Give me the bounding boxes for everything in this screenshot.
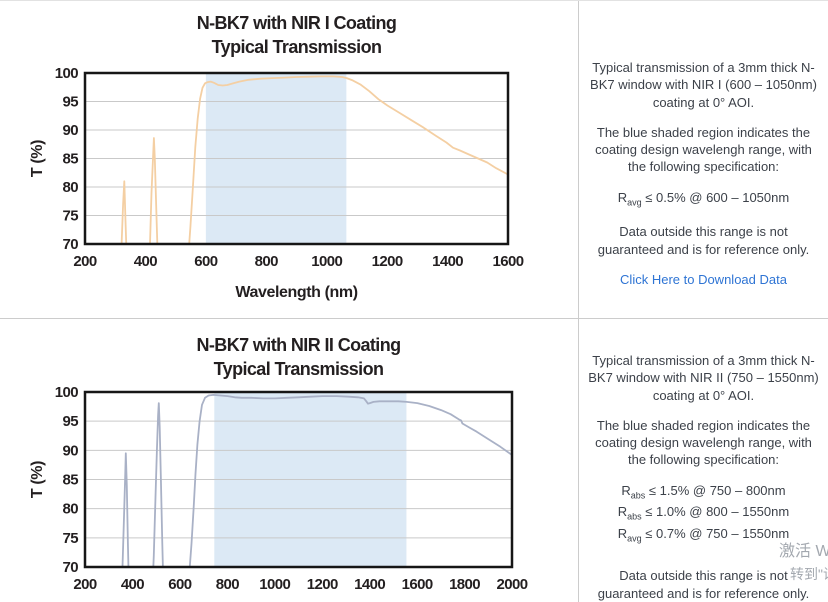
y-tick-label: 85 bbox=[63, 472, 79, 489]
column-divider bbox=[578, 1, 579, 602]
x-tick-label: 1200 bbox=[372, 253, 403, 270]
y-tick-label: 75 bbox=[63, 530, 79, 547]
nir2-transmission-chart: N-BK7 with NIR II Coating Typical Transmi… bbox=[29, 335, 528, 593]
spec-value: ≤ 0.7% @ 750 – 1550nm bbox=[641, 525, 790, 541]
nir2-chart-cell: N-BK7 with NIR II Coating Typical Transmi… bbox=[0, 319, 578, 602]
spec-symbol: R bbox=[617, 189, 628, 205]
nir1-chart-cell: N-BK7 with NIR I Coating Typical Transmis… bbox=[0, 1, 578, 318]
plot-frame bbox=[83, 390, 514, 569]
x-tick-label: 1400 bbox=[432, 253, 463, 270]
nir2-band-note: The blue shaded region indicates the coa… bbox=[595, 417, 812, 468]
spec-subscript: abs bbox=[627, 511, 642, 522]
x-tick-label: 600 bbox=[194, 253, 217, 270]
x-axis-label: Wavelength (nm) bbox=[235, 284, 357, 301]
x-tick-label: 1400 bbox=[354, 576, 385, 593]
y-tick-label: 95 bbox=[63, 413, 79, 430]
y-tick-label: 80 bbox=[63, 179, 79, 196]
y-tick-label: 70 bbox=[63, 559, 79, 576]
x-tick-label: 200 bbox=[73, 576, 96, 593]
nir2-info-panel: Typical transmission of a 3mm thick N-BK… bbox=[579, 319, 828, 602]
nir1-band-note: The blue shaded region indicates the coa… bbox=[595, 124, 812, 175]
spec-symbol: R bbox=[621, 482, 631, 498]
spec-value: ≤ 0.5% @ 600 – 1050nm bbox=[641, 189, 790, 205]
nir1-info-panel: Typical transmission of a 3mm thick N-BK… bbox=[579, 3, 828, 288]
x-tick-label: 1000 bbox=[311, 253, 342, 270]
spec-line: Ravg ≤ 0.5% @ 600 – 1050nm bbox=[586, 189, 821, 210]
y-tick-label: 100 bbox=[55, 384, 78, 401]
nir1-download-data-link[interactable]: Click Here to Download Data bbox=[620, 271, 787, 287]
spec-line: Ravg ≤ 0.7% @ 750 – 1550nm bbox=[586, 525, 821, 546]
y-axis-label: T (%) bbox=[29, 140, 46, 177]
spec-line: Rabs ≤ 1.0% @ 800 – 1550nm bbox=[586, 503, 821, 524]
y-tick-label: 95 bbox=[63, 94, 79, 111]
spec-line: Rabs ≤ 1.5% @ 750 – 800nm bbox=[586, 482, 821, 503]
y-axis-label: T (%) bbox=[29, 461, 46, 498]
nir1-transmission-chart: N-BK7 with NIR I Coating Typical Transmis… bbox=[29, 13, 524, 301]
nir2-disclaimer: Data outside this range is not guarantee… bbox=[597, 568, 810, 601]
y-tick-label: 85 bbox=[63, 151, 79, 168]
x-tick-label: 200 bbox=[73, 253, 96, 270]
x-tick-label: 2000 bbox=[497, 576, 528, 593]
y-tick-label: 70 bbox=[63, 236, 79, 253]
x-tick-label: 1800 bbox=[449, 576, 480, 593]
x-tick-label: 400 bbox=[134, 253, 157, 270]
nir1-spec-lines: Ravg ≤ 0.5% @ 600 – 1050nm bbox=[586, 189, 821, 210]
y-tick-label: 90 bbox=[63, 442, 79, 459]
y-tick-label: 100 bbox=[55, 65, 78, 82]
transmission-curve bbox=[120, 75, 508, 244]
chart-subtitle: Typical Transmission bbox=[214, 359, 384, 379]
x-tick-label: 800 bbox=[216, 576, 239, 593]
nir2-description: Typical transmission of a 3mm thick N-BK… bbox=[588, 353, 819, 403]
chart-subtitle: Typical Transmission bbox=[212, 37, 382, 57]
spec-symbol: R bbox=[617, 504, 628, 520]
nir1-disclaimer: Data outside this range is not guarantee… bbox=[597, 224, 810, 257]
chart-title: N-BK7 with NIR I Coating bbox=[197, 13, 397, 33]
spec-subscript: avg bbox=[627, 533, 642, 544]
row-divider bbox=[0, 318, 828, 319]
chart-title: N-BK7 with NIR II Coating bbox=[197, 335, 401, 355]
x-tick-label: 400 bbox=[121, 576, 144, 593]
x-tick-label: 1600 bbox=[493, 253, 524, 270]
x-tick-label: 1600 bbox=[402, 576, 433, 593]
x-tick-label: 600 bbox=[168, 576, 191, 593]
y-tick-label: 75 bbox=[63, 208, 79, 225]
spec-symbol: R bbox=[617, 525, 628, 541]
spec-value: ≤ 1.5% @ 750 – 800nm bbox=[645, 482, 786, 498]
transmission-curve bbox=[121, 394, 512, 567]
spec-subscript: abs bbox=[630, 490, 646, 501]
nir1-description: Typical transmission of a 3mm thick N-BK… bbox=[590, 60, 817, 110]
plot-frame bbox=[83, 71, 510, 246]
y-tick-label: 80 bbox=[63, 501, 79, 518]
spec-value: ≤ 1.0% @ 800 – 1550nm bbox=[641, 504, 790, 520]
nir2-spec-lines: Rabs ≤ 1.5% @ 750 – 800nm Rabs ≤ 1.0% @ … bbox=[586, 482, 821, 546]
spec-subscript: avg bbox=[627, 197, 642, 208]
x-tick-label: 1200 bbox=[307, 576, 338, 593]
x-tick-label: 1000 bbox=[259, 576, 290, 593]
y-tick-label: 90 bbox=[63, 122, 79, 139]
x-tick-label: 800 bbox=[255, 253, 278, 270]
